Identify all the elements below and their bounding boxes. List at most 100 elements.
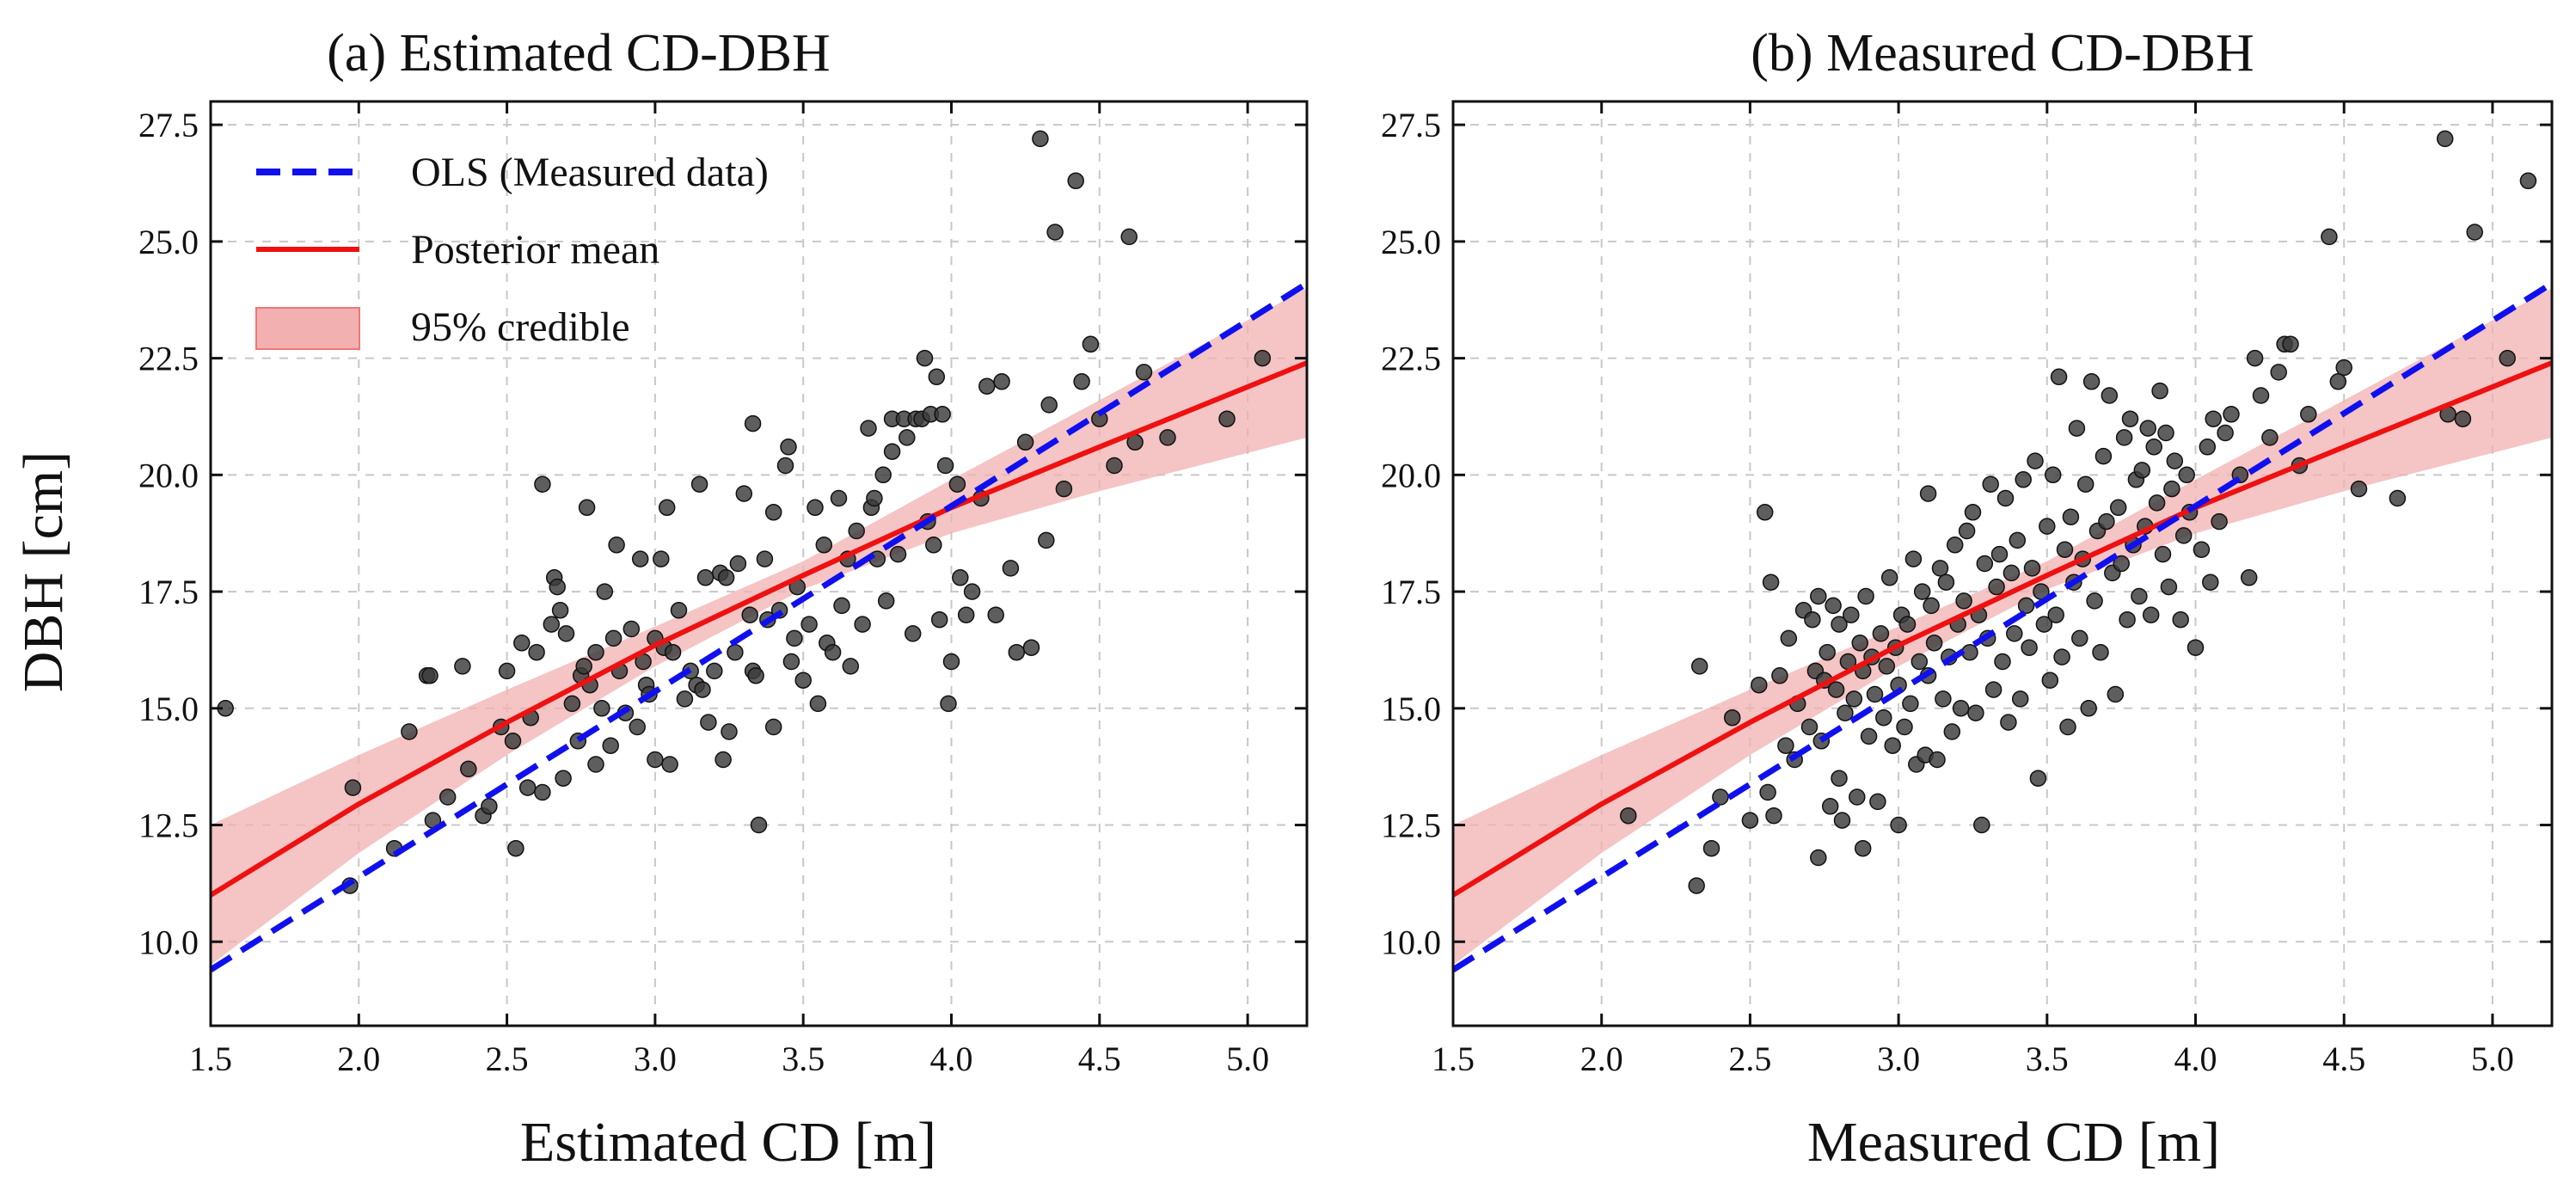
panel-b-data-point	[2006, 625, 2023, 642]
panel-b-ticks: 1.5 2.0 2.5 3.0 3.5 4.0 4.5 5.0 10.0 12.5 15.0 17.5…	[1381, 101, 2552, 1078]
panel-a-data-point	[1008, 643, 1026, 661]
panel-b-data-point	[1831, 616, 1848, 633]
panel-a-data-point	[460, 760, 477, 778]
panel-a-data-point	[557, 625, 575, 642]
panel-a-data-point	[782, 653, 800, 671]
legend-ols-label: OLS (Measured data)	[411, 150, 769, 195]
panel-b-data-point	[2166, 452, 2184, 469]
panel-b-data-point	[1996, 489, 2015, 507]
panel-a-y-tick-label: 17.5	[138, 573, 199, 611]
panel-b-data-point	[2098, 512, 2115, 531]
panel-a-data-point	[575, 658, 592, 675]
panel-b-data-point	[1925, 635, 1943, 652]
panel-b-data-point	[1688, 877, 1705, 894]
panel-a-data-point	[534, 783, 551, 801]
panel-b-data-point	[1955, 592, 1972, 610]
panel-b-data-point	[2035, 616, 2053, 633]
panel-b-data-point	[1821, 798, 1839, 815]
panel-b-data-point	[2056, 541, 2074, 558]
panel-a-data-point	[978, 377, 996, 395]
panel-a-data-point	[794, 672, 812, 689]
panel-b-data-point	[1875, 708, 1892, 727]
panel-a-data-point	[1032, 130, 1049, 148]
panel-a-data-point	[1135, 364, 1153, 381]
panel-b-data-point	[1931, 560, 1949, 577]
panel-b-data-point	[2015, 471, 2032, 488]
panel-a-data-point	[670, 602, 688, 619]
panel-b-data-point	[2240, 569, 2258, 586]
panel-b-data-point	[1827, 681, 1845, 698]
panel-a-data-point	[543, 616, 561, 633]
panel-b-data-point	[2154, 545, 2172, 563]
panel-b-data-point	[2053, 648, 2070, 665]
panel-a-data-point	[1106, 457, 1123, 475]
panel-a-data-point	[993, 373, 1010, 390]
panel-b-data-point	[2047, 606, 2064, 623]
panel-b-y-tick-label: 15.0	[1381, 690, 1441, 728]
panel-a-data-point	[1159, 429, 1176, 446]
panel-a-data-point	[764, 504, 782, 521]
panel-b-data-point	[2163, 480, 2180, 498]
panel-a-data-point	[549, 578, 566, 596]
panel-b-credible-band-area	[1453, 288, 2552, 966]
panel-b-data-point	[1937, 573, 1955, 591]
panel-b-data-point	[1872, 625, 1890, 642]
panel-a-data-point	[551, 602, 569, 619]
panel-a-data-point	[815, 537, 833, 554]
panel-b-data-point	[2202, 573, 2219, 591]
panel-b-data-point	[2131, 587, 2148, 605]
panel-a-y-tick-label: 15.0	[138, 690, 199, 728]
panel-b-data-point	[1756, 504, 1774, 521]
panel-b-data-point	[2119, 610, 2136, 629]
panel-a-data-point	[694, 681, 711, 698]
panel-b-data-point	[2454, 410, 2472, 427]
panel-a-points	[217, 130, 1272, 894]
panel-a-lines	[209, 280, 1309, 972]
panel-a-data-point	[717, 569, 735, 586]
panel-a-data-point	[504, 733, 522, 750]
panel-a-data-point	[800, 616, 818, 633]
panel-a-data-point	[421, 667, 439, 684]
panel-b-data-point	[2205, 410, 2222, 427]
panel-a-posterior-mean-line	[209, 360, 1309, 898]
panel-a-data-point	[744, 414, 762, 432]
panel-a-data-point	[916, 349, 934, 367]
panel-b-data-point	[2092, 643, 2109, 661]
panel-b-data-point	[2261, 429, 2279, 446]
panel-a-data-point	[715, 751, 732, 769]
panel-a-data-point	[952, 569, 969, 586]
panel-b-data-point	[2059, 718, 2076, 736]
panel-a-data-point	[706, 662, 723, 680]
panel-b-data-point	[2252, 387, 2270, 404]
panel-b-data-point	[1923, 597, 1940, 615]
panel-a-data-point	[439, 788, 457, 806]
panel-b-data-point	[2145, 439, 2162, 456]
panel-b-data-point	[2115, 429, 2133, 446]
panel-a-data-point	[928, 368, 946, 386]
panel-a-data-point	[1038, 531, 1055, 549]
panel-b-data-point	[1831, 770, 1848, 787]
panel-b-data-point	[1878, 658, 1896, 675]
panel-b-x-tick-label: 3.5	[2026, 1040, 2069, 1078]
panel-a-data-point	[934, 406, 951, 423]
panel-b-data-point	[2071, 629, 2088, 647]
panel-b-data-point	[2050, 368, 2068, 386]
panel-a-data-point	[1055, 480, 1073, 498]
panel-b-x-axis-label: Measured CD [m]	[1807, 1111, 2220, 1174]
panel-a-x-tick-label: 2.0	[337, 1040, 380, 1078]
panel-a-data-point	[1218, 410, 1236, 427]
panel-a-data-point	[676, 690, 694, 708]
panel-b-data-point	[2211, 512, 2228, 531]
panel-a-data-point	[578, 499, 596, 517]
panel-b-x-tick-label: 2.0	[1580, 1040, 1623, 1078]
panel-b-data-point	[1712, 788, 1729, 806]
panel-b-data-point	[1990, 545, 2009, 563]
panel-a-y-tick-label: 22.5	[138, 340, 199, 378]
panel-b-data-point	[1913, 583, 1931, 600]
panel-b-plot-frame	[1451, 100, 2554, 1027]
panel-b-data-point	[1935, 690, 1952, 708]
panel-b-data-point	[1929, 751, 1946, 769]
panel-b-data-point	[2139, 420, 2156, 437]
legend: OLS (Measured data) Posterior mean 95% c…	[255, 150, 769, 350]
panel-b-ols-line	[1451, 280, 2554, 972]
